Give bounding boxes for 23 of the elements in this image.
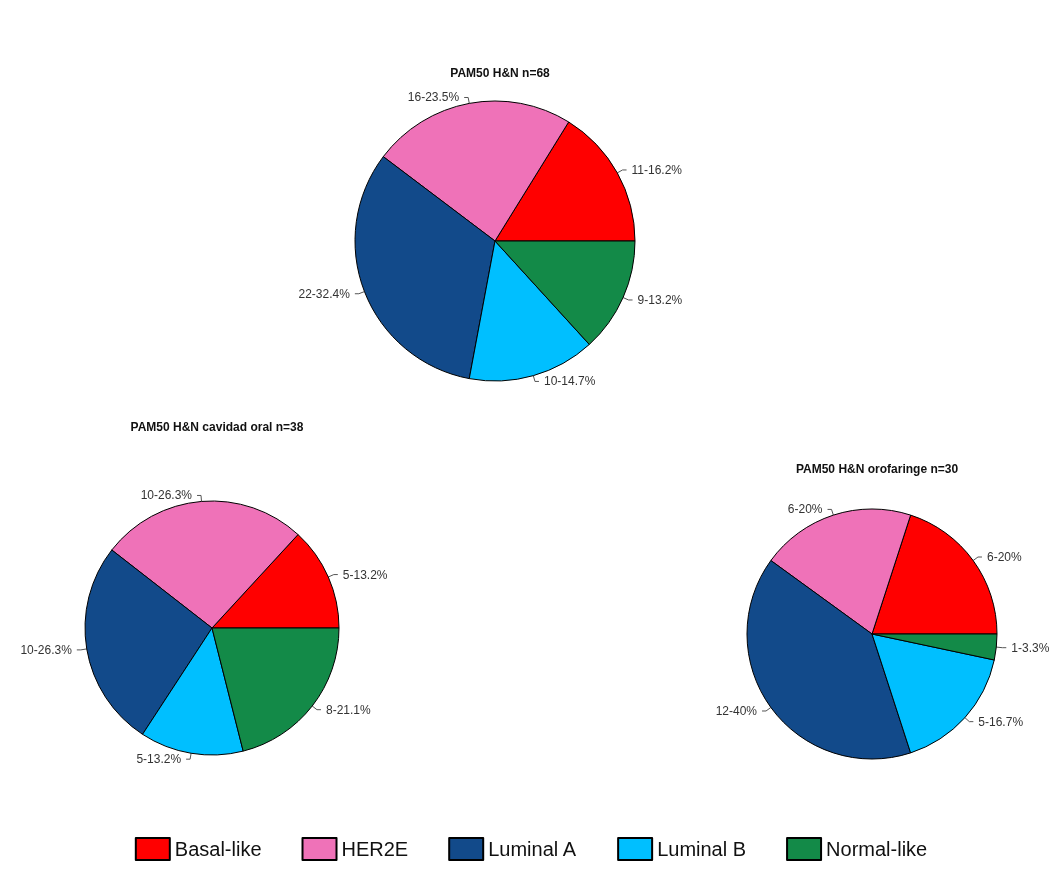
data-label: 5-16.7% — [978, 714, 1024, 729]
legend-label: HER2E — [341, 838, 409, 860]
chart-title: PAM50 H&N orofaringe n=30 — [795, 462, 959, 476]
data-label: 16-23.5% — [407, 90, 460, 105]
legend-label: Luminal B — [657, 838, 747, 860]
chart-title: PAM50 H&N cavidad oral n=38 — [130, 420, 304, 434]
chart-title: PAM50 H&N n=68 — [450, 66, 551, 80]
data-label: 1-3.3% — [1011, 640, 1050, 655]
data-label: 5-13.2% — [342, 567, 388, 582]
data-label: 10-14.7% — [543, 374, 596, 389]
data-label: 10-26.3% — [20, 642, 73, 657]
data-label: 11-16.2% — [631, 162, 683, 177]
data-label: 5-13.2% — [136, 752, 182, 767]
data-label: 8-21.1% — [325, 702, 371, 717]
data-label: 22-32.4% — [298, 286, 351, 301]
data-label: 6-20% — [787, 502, 823, 517]
legend-label: Basal-like — [174, 838, 262, 860]
data-label: 12-40% — [715, 704, 758, 718]
data-label: 6-20% — [986, 550, 1022, 564]
data-label: 9-13.2% — [637, 292, 683, 307]
legend-label: Luminal A — [488, 838, 577, 860]
legend-label: Normal-like — [826, 838, 928, 860]
data-label: 10-26.3% — [140, 488, 193, 503]
